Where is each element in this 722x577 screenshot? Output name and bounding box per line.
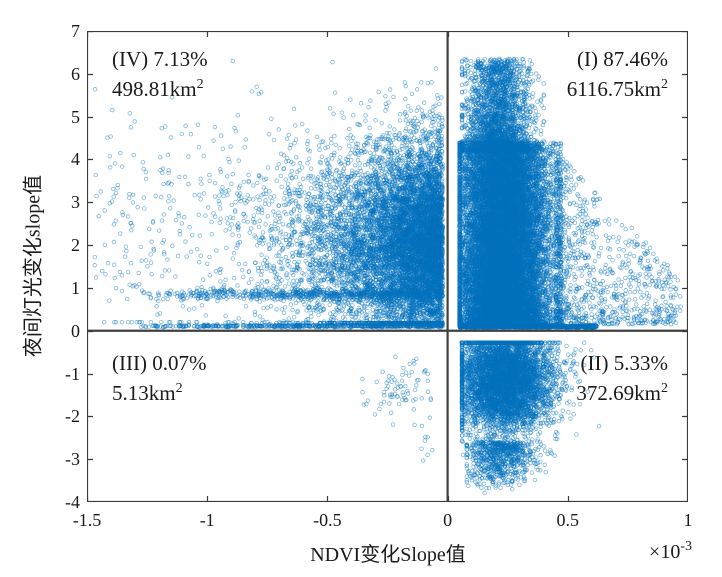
y-tick-label: -3 <box>65 449 80 470</box>
y-tick-label: 4 <box>71 149 80 170</box>
quadrant-2-area-value: 372.69km <box>576 381 661 405</box>
x-axis-multiplier-base: ×10 <box>649 541 681 563</box>
x-tick-label: -0.5 <box>313 510 342 530</box>
quadrant-1-area: 6116.75km2 <box>567 74 668 108</box>
y-tick-label: 2 <box>71 235 80 256</box>
quadrant-3-area-value: 5.13km <box>112 381 176 405</box>
quadrant-4-area: 498.81km2 <box>112 74 208 108</box>
quadrant-3-percent: (III) 0.07% <box>112 351 207 375</box>
quadrant-3-area: 5.13km2 <box>112 378 206 412</box>
x-axis-multiplier-exponent: -3 <box>680 539 692 554</box>
y-tick-label: 6 <box>71 63 80 84</box>
x-tick-label: 1 <box>683 510 693 530</box>
y-tick-label: 7 <box>71 21 80 41</box>
x-axis-label: NDVI变化Slope值 <box>310 544 466 566</box>
quadrant-2-area-exponent: 2 <box>661 381 668 396</box>
quadrant-4-area-value: 498.81km <box>112 77 197 101</box>
quadrant-1-percent: (I) 87.46% <box>577 47 668 71</box>
quadrant-3-area-exponent: 2 <box>175 381 183 396</box>
quadrant-4-area-exponent: 2 <box>196 77 204 92</box>
y-tick-label: -4 <box>65 492 80 512</box>
quadrant-2-percent: (II) 5.33% <box>580 351 668 375</box>
quadrant-3-annotation: (III) 0.07% 5.13km2 <box>112 348 206 412</box>
y-tick-label: 1 <box>71 277 80 298</box>
x-tick-label: 0 <box>443 510 453 530</box>
quadrant-4-percent: (IV) 7.13% <box>112 47 208 71</box>
y-tick-label: -2 <box>65 406 80 427</box>
x-tick-label: -1 <box>199 510 215 530</box>
y-tick-label: 3 <box>71 192 80 213</box>
y-tick-label: 0 <box>71 320 80 341</box>
quadrant-4-annotation: (IV) 7.13% 498.81km2 <box>112 44 208 108</box>
quadrant-1-area-value: 6116.75km <box>566 77 661 101</box>
x-tick-label: -1.5 <box>72 510 102 530</box>
quadrant-1-annotation: (I) 87.46% 6116.75km2 <box>567 44 668 108</box>
x-tick-label: 0.5 <box>556 510 580 530</box>
quadrant-2-area: 372.69km2 <box>576 378 668 412</box>
y-tick-label: 5 <box>71 106 80 127</box>
y-tick-label: -1 <box>65 363 80 384</box>
scatter-plot-canvas <box>87 31 688 502</box>
quadrant-1-area-exponent: 2 <box>661 77 668 92</box>
quadrant-2-annotation: (II) 5.33% 372.69km2 <box>576 348 668 412</box>
x-axis-multiplier: ×10-3 <box>649 539 692 564</box>
